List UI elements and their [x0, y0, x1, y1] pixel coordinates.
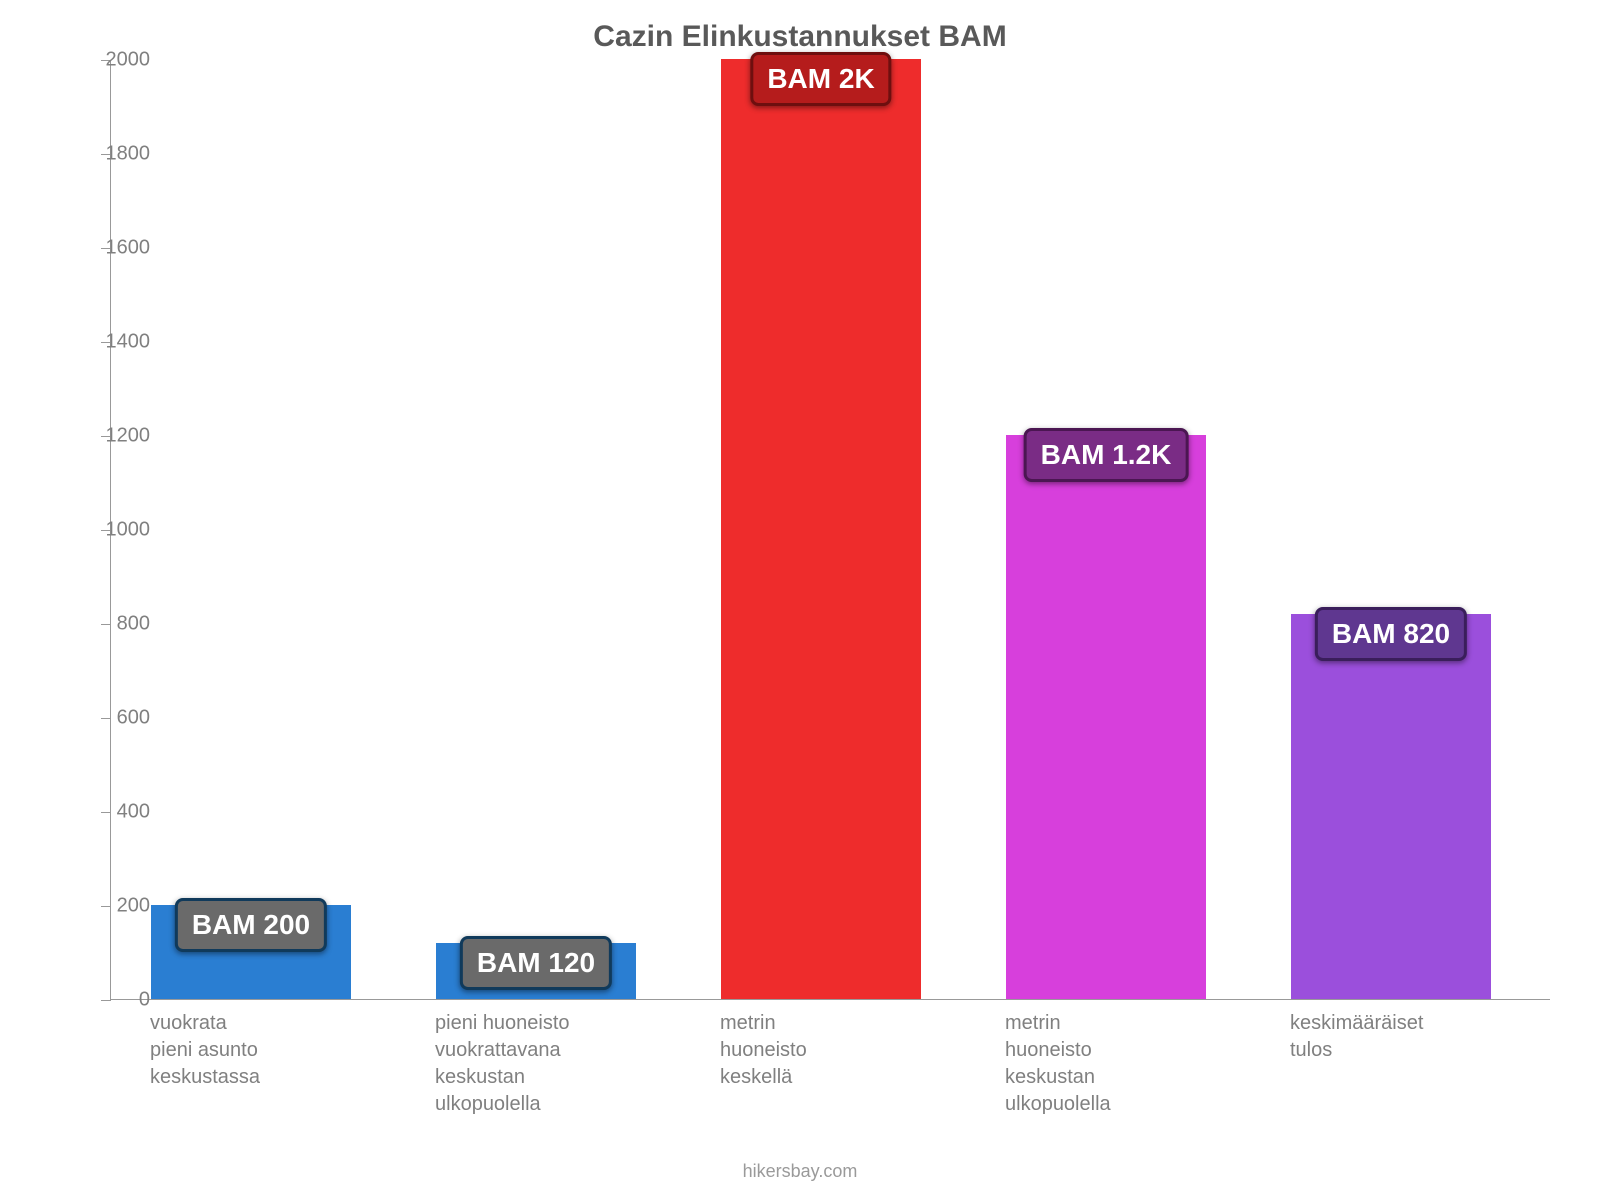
y-tick-label: 800 [70, 613, 150, 636]
cost-of-living-bar-chart: Cazin Elinkustannukset BAM BAM 200 BAM 12… [0, 0, 1600, 1200]
y-tick-label: 1200 [70, 425, 150, 448]
y-tick-label: 600 [70, 707, 150, 730]
chart-title: Cazin Elinkustannukset BAM [0, 20, 1600, 54]
attribution-text: hikersbay.com [0, 1161, 1600, 1182]
y-tick-label: 200 [70, 895, 150, 918]
y-tick-label: 1800 [70, 143, 150, 166]
bar [1006, 435, 1206, 999]
y-tick-label: 1600 [70, 237, 150, 260]
y-tick-label: 2000 [70, 49, 150, 72]
x-category-label: pieni huoneisto vuokrattavana keskustan … [435, 1010, 635, 1118]
value-badge: BAM 820 [1315, 607, 1467, 661]
value-badge: BAM 2K [750, 52, 891, 106]
value-badge: BAM 120 [460, 936, 612, 990]
x-category-label: metrin huoneisto keskellä [720, 1010, 920, 1091]
x-category-label: vuokrata pieni asunto keskustassa [150, 1010, 350, 1091]
y-tick-label: 0 [70, 989, 150, 1012]
x-category-label: metrin huoneisto keskustan ulkopuolella [1005, 1010, 1205, 1118]
bar [1291, 614, 1491, 999]
value-badge: BAM 200 [175, 898, 327, 952]
bar [721, 59, 921, 999]
y-tick-label: 1400 [70, 331, 150, 354]
y-tick-label: 400 [70, 801, 150, 824]
plot-area: BAM 200BAM 120BAM 2KBAM 1.2KBAM 820 [110, 60, 1550, 1000]
value-badge: BAM 1.2K [1024, 428, 1189, 482]
y-tick-label: 1000 [70, 519, 150, 542]
x-category-label: keskimääräiset tulos [1290, 1010, 1490, 1064]
